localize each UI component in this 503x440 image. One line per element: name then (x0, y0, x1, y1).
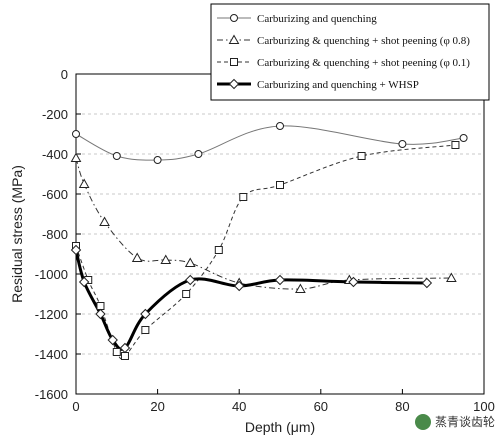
data-point-series-4 (95, 308, 106, 320)
legend-label: Carburizing & quenching + shot peening (… (257, 57, 470, 69)
y-tick-label: -1200 (35, 307, 68, 322)
legend-label: Carburizing and quenching + WHSP (257, 79, 419, 91)
series-line-4 (74, 249, 427, 351)
series-line-2 (75, 157, 452, 290)
x-tick-label: 40 (232, 399, 246, 414)
series-layer (74, 125, 464, 360)
data-point-series-3 (276, 181, 284, 189)
y-tick-label: -1600 (35, 387, 68, 402)
gridlines (76, 113, 484, 355)
x-tick-label: 60 (314, 399, 328, 414)
data-point-series-4 (70, 244, 82, 256)
x-axis-label: Depth (μm) (245, 419, 315, 435)
data-point-series-3 (112, 348, 121, 356)
data-point-series-2 (131, 252, 143, 262)
watermark-text: 蒸青谈齿轮 (434, 415, 495, 429)
x-tick-label: 100 (473, 399, 495, 414)
data-point-series-2 (295, 283, 306, 293)
data-point-series-2 (70, 152, 82, 162)
data-point-series-3 (451, 141, 460, 149)
data-point-series-3 (120, 352, 129, 360)
watermark: 蒸青谈齿轮 (414, 413, 495, 430)
data-point-series-2 (160, 254, 172, 264)
data-point-series-1 (153, 156, 162, 164)
data-point-series-4 (140, 308, 151, 320)
legend-label: Carburizing & quenching + shot peening (… (257, 35, 470, 47)
legend: Carburizing and quenching Carburizing & q… (210, 3, 490, 101)
data-point-series-4 (274, 274, 286, 286)
data-point-series-3 (182, 290, 191, 298)
data-point-series-4 (78, 276, 90, 288)
data-point-series-1 (194, 150, 203, 158)
legend-marker (228, 78, 240, 90)
data-point-series-3 (214, 246, 223, 254)
y-tick-label: -1400 (35, 347, 68, 362)
x-tick-label: 0 (72, 399, 79, 414)
data-point-series-2 (99, 216, 110, 226)
data-point-series-1 (398, 140, 407, 148)
data-point-series-4 (348, 276, 359, 288)
data-point-series-1 (112, 152, 121, 160)
x-tick-label: 80 (395, 399, 409, 414)
y-tick-label: -800 (42, 227, 68, 242)
y-tick-label: 0 (61, 67, 68, 82)
data-point-series-3 (141, 326, 150, 334)
legend-box (210, 3, 490, 101)
data-point-series-3 (357, 152, 366, 160)
series-line-3 (75, 144, 456, 360)
data-point-series-1 (276, 122, 284, 130)
y-tick-label: -400 (42, 147, 68, 162)
data-point-series-1 (72, 130, 80, 138)
y-tick-label: -600 (42, 187, 68, 202)
legend-marker (228, 34, 240, 44)
y-tick-label: -200 (42, 107, 68, 122)
data-point-series-4 (107, 334, 118, 346)
data-point-series-3 (96, 302, 105, 310)
data-point-series-1 (459, 134, 468, 142)
y-tick-label: -1000 (35, 267, 68, 282)
data-point-series-4 (119, 342, 131, 354)
legend-label: Carburizing and quenching (257, 13, 377, 25)
data-point-series-3 (239, 193, 248, 201)
data-point-series-4 (233, 280, 245, 292)
y-axis-label: Residual stress (MPa) (9, 165, 25, 303)
markers-layer (70, 122, 468, 360)
legend-marker (230, 14, 238, 22)
data-point-series-4 (185, 274, 196, 286)
data-point-series-2 (446, 272, 457, 282)
x-tick-label: 20 (150, 399, 164, 414)
data-point-series-4 (421, 277, 433, 289)
data-point-series-2 (184, 257, 196, 267)
data-point-series-2 (78, 178, 90, 188)
axes: 0 -200 -400 -600 -800 -1000 -1200 -1400 -1600 0 20… (35, 67, 495, 414)
legend-marker (230, 58, 238, 66)
wechat-logo-icon (414, 413, 431, 430)
